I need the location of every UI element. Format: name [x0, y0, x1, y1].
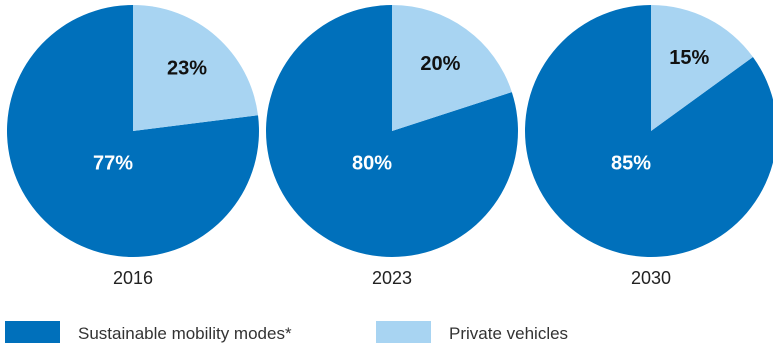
pie-2023: 20% 80% 2023	[266, 5, 519, 288]
slice-label-private-2016: 23%	[167, 58, 207, 80]
year-label-2023: 2023	[372, 268, 412, 288]
legend: Sustainable mobility modes* Private vehi…	[5, 321, 568, 343]
pie-slice-private-2023	[392, 5, 512, 131]
legend-swatch-private	[376, 321, 431, 343]
pie-2030: 15% 85% 2030	[525, 5, 773, 288]
year-label-2030: 2030	[631, 268, 671, 288]
legend-swatch-sustainable	[5, 321, 60, 343]
legend-label-sustainable: Sustainable mobility modes*	[78, 324, 292, 343]
pie-slice-private-2016	[133, 5, 259, 131]
year-label-2016: 2016	[113, 268, 153, 288]
slice-label-sustainable-2030: 85%	[611, 152, 651, 174]
legend-label-private: Private vehicles	[449, 324, 568, 343]
slice-label-private-2030: 15%	[669, 47, 709, 69]
slice-label-sustainable-2016: 77%	[93, 152, 133, 174]
pie-group: 23% 77% 2016 20% 80% 2023 15% 85% 2030	[6, 5, 773, 288]
pie-2016: 23% 77% 2016	[6, 5, 259, 288]
pie-slice-sustainable-2023	[266, 5, 519, 257]
slice-label-private-2023: 20%	[420, 53, 460, 75]
slice-label-sustainable-2023: 80%	[352, 152, 392, 174]
pie-slice-sustainable-2030	[525, 5, 773, 257]
pie-slice-private-2030	[651, 5, 753, 131]
